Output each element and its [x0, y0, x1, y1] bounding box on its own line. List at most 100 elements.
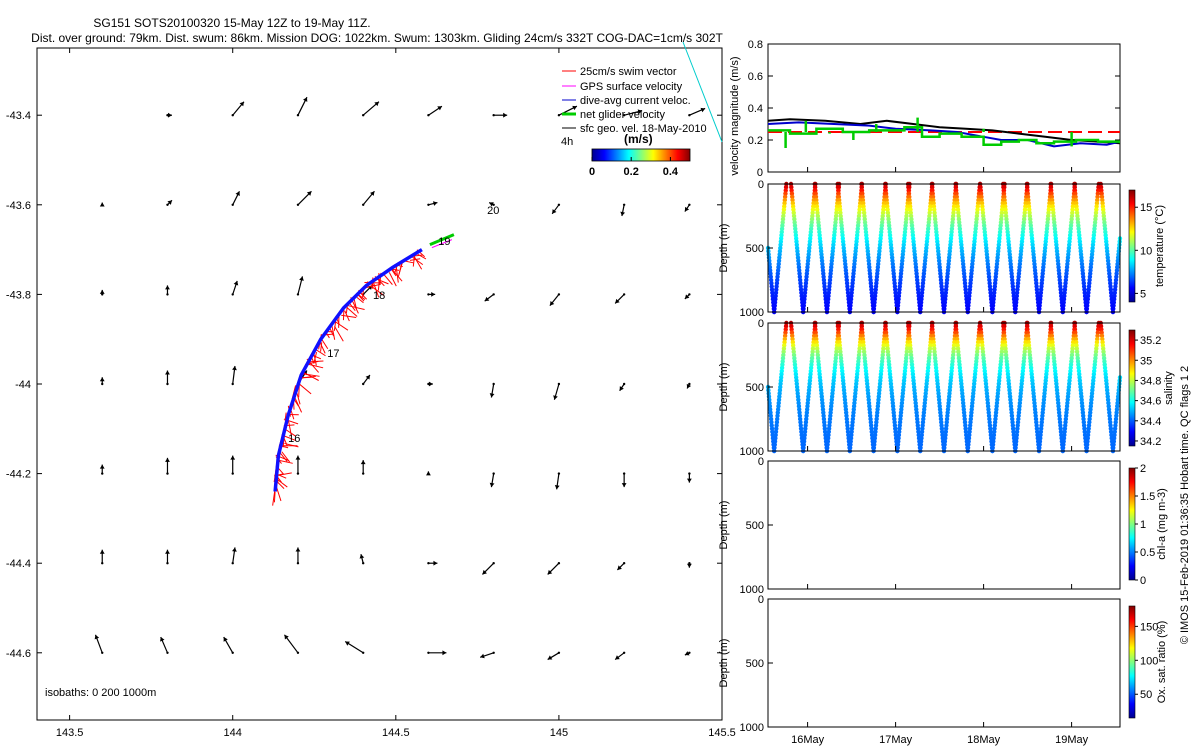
colorbar-tick-label: 1 [1140, 519, 1146, 531]
geo-vector [427, 381, 433, 387]
geo-vector [231, 101, 245, 117]
geo-vector [621, 472, 627, 488]
geo-vector [619, 382, 626, 392]
geo-vector [296, 190, 312, 206]
swim-vectors [272, 233, 455, 506]
map-legend: 25cm/s swim vector GPS surface velocity … [561, 66, 707, 178]
salinity-dive-points [765, 320, 1123, 454]
velocity-ylabel: velocity magnitude (m/s) [729, 56, 741, 175]
velocity-tick-label: 0.2 [748, 135, 763, 147]
depth-tick-label: 1000 [740, 722, 764, 734]
glider-track [273, 248, 423, 492]
geo-vector [165, 285, 170, 296]
depth-tick-label: 500 [746, 243, 764, 255]
speed-scale-title: (m/s) [624, 132, 653, 146]
isobath-label: isobaths: 0 200 1000m [45, 687, 156, 699]
geo-vector [684, 293, 691, 300]
colorbar-tick-label: 50 [1140, 689, 1152, 701]
swim-vector [272, 488, 276, 506]
legend-geo: sfc geo. vel. 18-May-2010 [562, 123, 707, 135]
geo-vector [361, 101, 380, 117]
swim-vector [284, 412, 287, 421]
geostrophic-vector-field [94, 96, 706, 661]
salinity-colorbar-label: salinity [1163, 371, 1175, 405]
chla-frame [767, 460, 1121, 590]
day-label: 16 [288, 433, 300, 445]
geo-vector [427, 560, 438, 566]
swim-vector [413, 255, 423, 270]
time-tick-label: 16May [791, 734, 825, 746]
time-axis: 16May 17May 18May 19May [791, 167, 1089, 746]
day-label: 18 [373, 290, 385, 302]
geo-vector [359, 554, 365, 565]
legend-dac: dive-avg current veloc. [562, 95, 691, 107]
geo-vector [295, 455, 301, 475]
swim-vector [411, 256, 424, 266]
swim-vector [412, 254, 416, 267]
geo-vector [344, 641, 365, 654]
swim-vector [293, 396, 303, 413]
depth-tick-label: 0 [758, 318, 764, 330]
depth-tick-label: 1000 [740, 446, 764, 458]
velocity-line-net [768, 125, 1120, 147]
depth-tick-label: 0 [758, 179, 764, 191]
colorbar-tick-label: 0 [1140, 575, 1146, 587]
salinity-colorbar [1128, 329, 1136, 447]
swim-vector [296, 393, 301, 405]
map-y-axis: -43.4 -43.6 -43.8 -44 -44.2 -44.4 -44.6 [6, 110, 722, 660]
map-x-tick-label: 144.5 [382, 727, 410, 739]
swim-vector [320, 342, 323, 352]
geo-vector [427, 201, 438, 206]
map-y-tick-label: -44.2 [6, 469, 31, 481]
geo-vector [688, 107, 706, 117]
geo-vector [99, 202, 105, 207]
map-x-tick-label: 145.5 [708, 727, 736, 739]
geo-vector [360, 460, 366, 475]
speed-tick-label: 0.4 [663, 166, 679, 178]
speed-tick-label: 0.2 [624, 166, 639, 178]
geo-vector [488, 202, 495, 207]
colorbar-tick-label: 34.4 [1140, 416, 1161, 428]
colorbar-tick-label: 5 [1140, 288, 1146, 300]
geo-vector [231, 191, 241, 206]
colorbar-tick-label: 2 [1140, 463, 1146, 475]
geo-vector [484, 293, 495, 302]
geo-vector [426, 471, 431, 476]
geo-vector [165, 370, 170, 386]
depth-tick-label: 500 [746, 382, 764, 394]
geo-vector [223, 636, 234, 654]
legend-pointer-line [682, 41, 723, 143]
depth-tick-label: 0 [758, 594, 764, 606]
geo-vector [361, 374, 371, 386]
colorbar-tick-label: 34.2 [1140, 436, 1161, 448]
geo-vector [481, 562, 495, 575]
day-labels: 16 17 18 19 20 [288, 205, 499, 445]
velocity-tick-label: 0.8 [748, 39, 763, 51]
map-x-tick-label: 143.5 [56, 727, 84, 739]
geo-vector [492, 112, 508, 118]
geo-vector [231, 365, 237, 386]
swim-vector [297, 382, 312, 395]
geo-vector [547, 651, 561, 661]
velocity-frame [767, 43, 1121, 173]
geo-vector [295, 547, 301, 565]
depth-tick-label: 0 [758, 456, 764, 468]
geo-vector [94, 634, 104, 654]
geo-vector [165, 457, 170, 475]
colorbar-tick-label: 1.5 [1140, 491, 1155, 503]
legend-swim-label: 25cm/s swim vector [580, 66, 677, 78]
chla-colorbar [1128, 467, 1136, 581]
colorbar-tick-label: 100 [1140, 655, 1158, 667]
swim-vector [273, 491, 276, 503]
colorbar-tick-label: 34.6 [1140, 396, 1161, 408]
speed-colorbar-ticks: 0 0.2 0.4 [589, 157, 679, 178]
velocity-panel: 0 0.2 0.4 0.6 0.8 velocity magnitude (m/s) [729, 39, 1121, 179]
legend-net: net glider velocity [562, 109, 665, 121]
temperature-dive-points [765, 181, 1123, 315]
geo-vector [547, 562, 561, 575]
swim-vector [344, 310, 350, 322]
geo-vector [684, 651, 691, 656]
map-y-tick-label: -44 [15, 379, 31, 391]
